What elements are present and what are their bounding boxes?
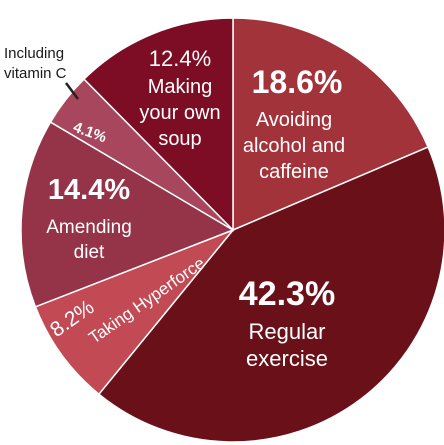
slice-label-alcohol-line-2: alcohol and xyxy=(243,135,345,157)
pie-slice-taking-hyperforce xyxy=(34,228,236,396)
slice-label-vitamin-c-line-2: vitamin C xyxy=(4,65,67,82)
slice-label-soup-line-3: soup xyxy=(158,128,201,150)
pie-slice-regular-exercise xyxy=(97,146,444,443)
slice-label-diet-line-1: Amending xyxy=(46,217,132,238)
pie-slice-avoiding-alcohol-and-caffeine xyxy=(232,17,430,232)
slice-label-vitamin-c-line-1: Including xyxy=(4,45,64,62)
slice-value-diet: 14.4% xyxy=(48,174,130,206)
slice-label-alcohol-line-3: caffeine xyxy=(259,161,329,183)
slice-label-soup-line-2: your own xyxy=(139,102,220,124)
slice-label-alcohol-line-1: Avoiding xyxy=(256,109,332,131)
slice-label-exercise-line-1: Regular xyxy=(248,319,325,344)
pie-slice-amending-diet xyxy=(20,121,235,308)
leader-line-vitamin-c xyxy=(65,82,79,100)
slice-label-soup-line-1: Making xyxy=(148,76,212,98)
pie-slice-making-your-own-soup xyxy=(82,17,234,232)
slice-value-soup: 12.4% xyxy=(149,46,211,71)
slice-label-diet-line-2: diet xyxy=(74,242,105,263)
slice-label-exercise-line-2: exercise xyxy=(246,346,328,371)
slice-value-alcohol: 18.6% xyxy=(252,64,343,100)
slice-value-exercise: 42.3% xyxy=(239,275,335,313)
